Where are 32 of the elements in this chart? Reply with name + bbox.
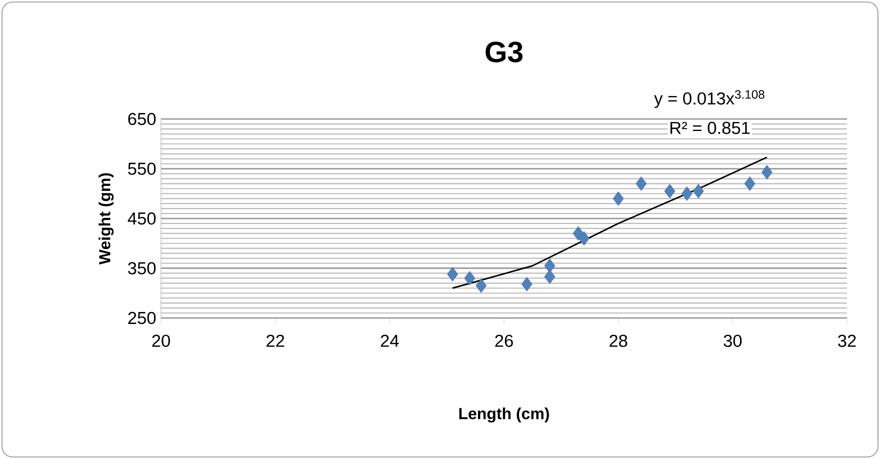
line-series [452,156,768,289]
annotation: R² = 0.851 [670,122,750,134]
point [636,176,647,191]
x-tick-label: 22 [266,334,284,347]
x-tick-label: 24 [380,334,399,347]
point [664,184,676,198]
point [447,267,458,282]
y-tick-label: 350 [128,262,156,274]
point [681,186,692,201]
x-tick-label: 28 [610,334,628,347]
point [464,270,476,286]
point [544,258,556,273]
point [521,276,532,292]
point [476,278,487,293]
x-tick-label: 30 [724,334,742,347]
point [762,165,772,180]
point [612,191,624,206]
y-tick-label: 650 [128,112,156,126]
y-tick-label: 450 [128,212,156,225]
point [578,231,590,246]
chart-title: G3 [486,42,523,62]
x-tick-label: 20 [152,334,170,347]
text: y = 0.013x$^{3.108}$ [654,90,764,108]
x-tick-label: 26 [495,334,513,347]
y-tick-label: 550 [128,162,156,175]
y-axis-title: Weight (gm) [98,173,114,265]
y-tick-label: 250 [128,312,156,324]
x-tick-label: 32 [838,334,856,347]
x-axis-title: Length (cm) [459,408,549,422]
point [744,176,756,191]
point [544,269,556,284]
point [692,184,704,198]
